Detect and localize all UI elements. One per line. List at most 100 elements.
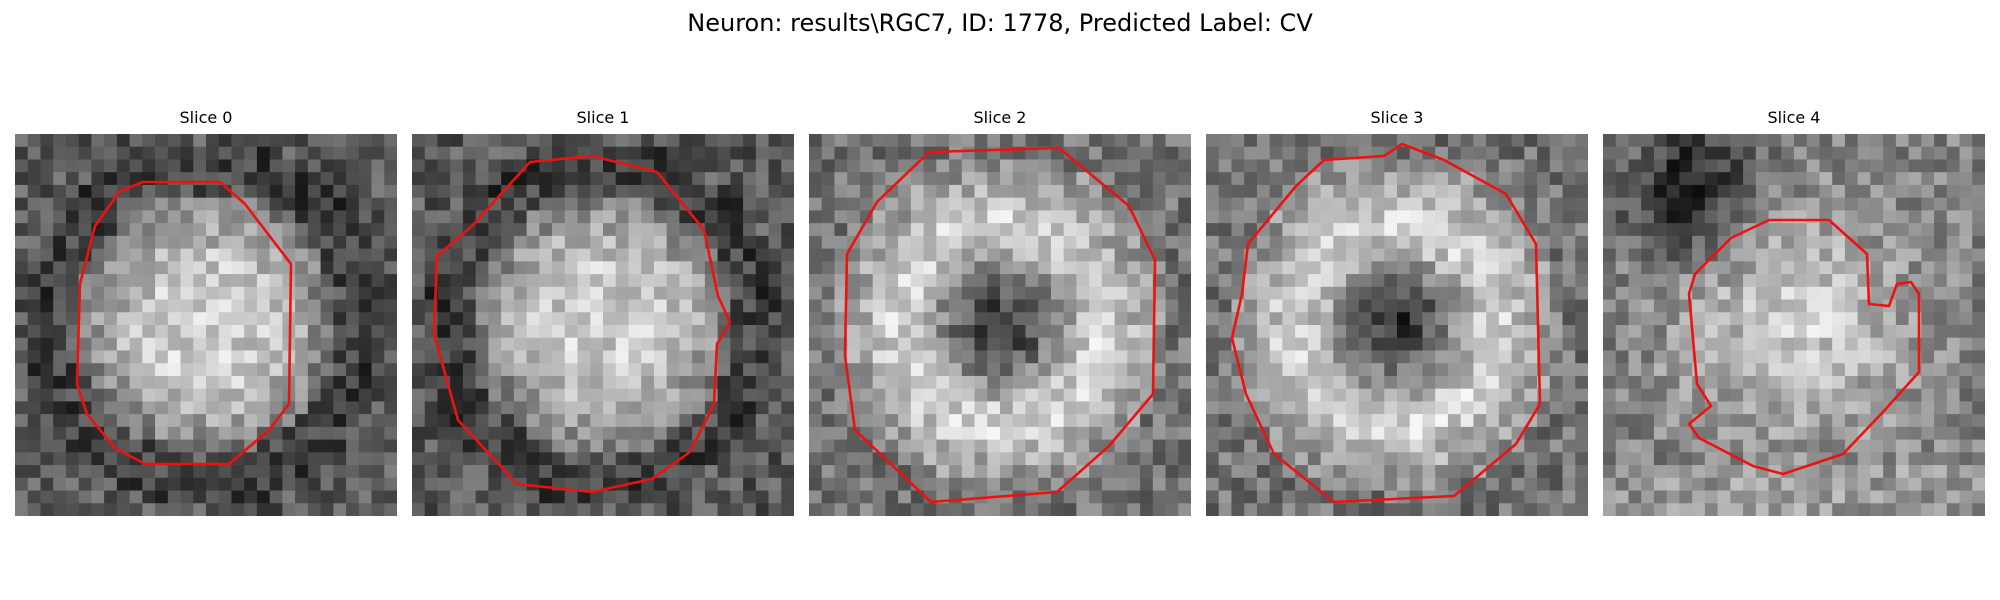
pixel <box>1717 274 1731 288</box>
pixel <box>1256 401 1271 415</box>
pixel <box>1895 261 1909 275</box>
pixel <box>666 172 680 186</box>
pixel <box>91 477 105 491</box>
pixel <box>91 490 105 504</box>
pixel <box>768 375 782 390</box>
pixel <box>1269 248 1283 262</box>
pixel <box>1269 325 1283 339</box>
pixel <box>91 503 105 516</box>
pixel <box>1819 299 1833 313</box>
pixel <box>307 172 321 186</box>
pixel <box>1282 439 1296 453</box>
pixel <box>653 350 668 364</box>
pixel <box>1768 235 1782 249</box>
pixel <box>501 312 515 326</box>
pixel <box>244 465 258 479</box>
pixel <box>1165 184 1179 199</box>
pixel <box>1832 426 1846 440</box>
pixel <box>282 452 296 466</box>
pixel <box>307 350 321 364</box>
pixel <box>142 235 156 249</box>
pixel <box>1615 184 1629 199</box>
pixel <box>333 375 347 390</box>
pixel <box>974 401 988 415</box>
pixel <box>1307 146 1321 160</box>
pixel <box>1178 261 1191 275</box>
pixel <box>1295 503 1309 516</box>
pixel <box>91 235 105 249</box>
pixel <box>1575 223 1588 237</box>
pixel <box>768 299 782 313</box>
pixel <box>129 134 143 148</box>
pixel <box>1946 490 1960 504</box>
pixel <box>1101 223 1115 237</box>
pixel <box>885 375 899 390</box>
pixel <box>961 197 975 211</box>
pixel <box>1206 375 1220 390</box>
pixel <box>679 375 693 390</box>
pixel <box>1755 184 1769 199</box>
pixel <box>462 477 477 491</box>
pixel <box>1806 363 1820 377</box>
pixel <box>307 503 321 516</box>
pixel <box>949 388 963 402</box>
pixel <box>1575 388 1588 402</box>
pixel <box>412 248 426 262</box>
pixel <box>961 248 975 262</box>
pixel <box>539 439 553 453</box>
pixel <box>577 325 591 339</box>
pixel <box>1844 363 1859 377</box>
pixel <box>1549 248 1563 262</box>
pixel <box>501 248 515 262</box>
pixel <box>1422 503 1436 516</box>
pixel <box>1653 388 1668 402</box>
pixel <box>859 312 874 326</box>
pixel <box>1473 274 1487 288</box>
pixel <box>1435 210 1449 224</box>
pixel <box>717 388 731 402</box>
pixel <box>1498 134 1512 148</box>
pixel <box>307 274 321 288</box>
pixel <box>936 184 950 199</box>
pixel <box>129 375 143 390</box>
pixel <box>513 197 527 211</box>
pixel <box>1409 388 1423 402</box>
pixel <box>1498 439 1512 453</box>
pixel <box>424 401 438 415</box>
pixel <box>384 134 397 148</box>
pixel <box>1743 146 1757 160</box>
pixel <box>1524 248 1538 262</box>
pixel <box>1063 235 1077 249</box>
pixel <box>1244 210 1258 224</box>
pixel <box>40 261 54 275</box>
pixel <box>1165 312 1179 326</box>
pixel <box>987 426 1001 440</box>
pixel <box>961 414 975 428</box>
pixel <box>462 248 477 262</box>
pixel <box>1946 350 1960 364</box>
pixel <box>949 274 963 288</box>
pixel <box>1384 388 1398 402</box>
pixel <box>1231 134 1245 148</box>
pixel <box>346 146 360 160</box>
pixel <box>949 172 963 186</box>
pixel <box>539 274 553 288</box>
pixel <box>577 414 591 428</box>
pixel <box>15 223 29 237</box>
pixel <box>666 401 680 415</box>
pixel <box>1101 312 1115 326</box>
pixel <box>1883 465 1897 479</box>
pixel <box>1050 363 1065 377</box>
pixel <box>1641 426 1655 440</box>
pixel <box>1921 325 1935 339</box>
pixel <box>1397 465 1411 479</box>
pixel <box>1165 477 1179 491</box>
pixel <box>53 388 67 402</box>
pixel <box>1603 325 1617 339</box>
pixel <box>641 503 655 516</box>
pixel <box>53 274 67 288</box>
pixel <box>1806 490 1820 504</box>
pixel <box>129 414 143 428</box>
pixel <box>206 235 220 249</box>
pixel <box>1050 401 1065 415</box>
